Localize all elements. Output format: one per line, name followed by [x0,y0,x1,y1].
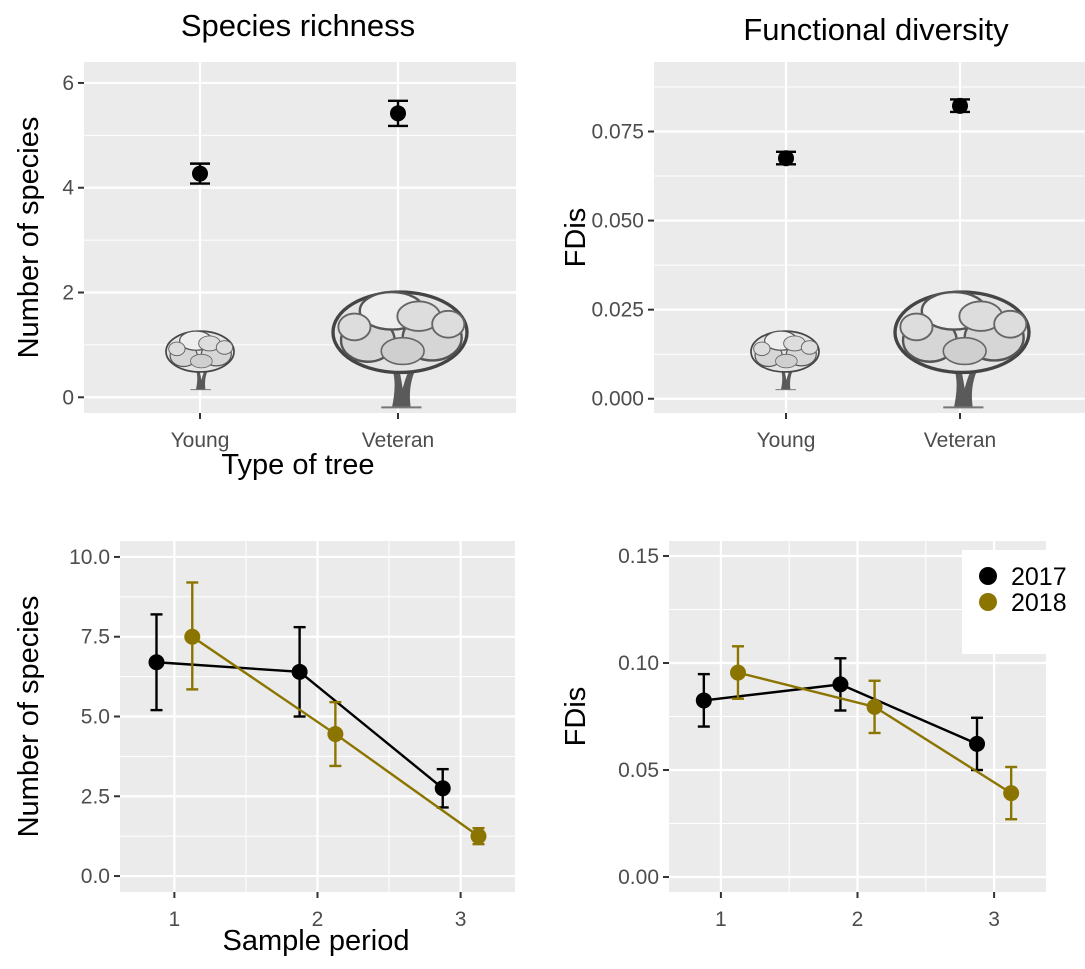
x-tick-label: 2 [312,908,324,931]
y-axis-title: FDis [560,687,592,747]
panel-background [654,62,1085,413]
x-tick-label: 2 [852,908,864,931]
series-mean [776,97,970,167]
species-richness-panel: 0 2 4 6 Young Veteran Species richness Type of … [13,8,516,481]
data-point [434,780,451,797]
y-tick-label: 0.05 [618,759,659,782]
y-tick-label: 2 [62,282,74,305]
x-tick-label: Young [171,429,230,452]
data-point [778,150,794,167]
y-tick-label: 6 [62,72,74,95]
y-tick-label: 0.15 [618,545,659,568]
x-tick-label: 1 [715,908,727,931]
panel-background [84,62,516,413]
y-axis-title: Number of species [13,596,45,838]
x-tick-label: Veteran [362,429,434,452]
x-tick-label: 3 [455,908,467,931]
functional-diversity-panel: 0.000 0.025 0.050 0.075 Young Veteran Function… [560,12,1085,452]
x-tick-label: Young [757,429,816,452]
series-2017 [695,657,986,772]
data-point [695,692,712,709]
series-2018 [729,645,1020,821]
panel-title: Functional diversity [743,12,1009,47]
y-tick-label: 0.025 [591,299,644,322]
data-point [184,628,201,645]
x-axis-title: Type of tree [221,449,374,481]
x-tick-label: 3 [988,908,1000,931]
y-tick-label: 0.0 [81,865,110,888]
y-tick-label: 0.00 [618,866,659,889]
series-mean [190,99,408,185]
y-axis-title: FDis [560,208,592,268]
y-tick-label: 2.5 [81,785,110,808]
data-point [390,105,406,122]
data-point [291,663,308,680]
y-tick-label: 0.000 [591,388,644,411]
data-point [470,828,487,845]
legend-key-2017 [979,567,997,585]
series-2017 [148,613,451,809]
data-point [729,664,746,681]
legend-key-2018 [979,593,997,611]
series-2018 [184,581,487,846]
x-axis-title: Sample period [223,925,410,957]
y-axis-title: Number of species [13,117,45,359]
data-point [1003,785,1020,802]
x-tick-label: 1 [169,908,181,931]
y-tick-label: 0.10 [618,652,659,675]
legend-label-2017: 2017 [1011,563,1067,591]
data-point [192,165,208,182]
y-tick-label: 10.0 [69,546,110,569]
y-tick-label: 0 [62,386,74,409]
panel-title: Species richness [181,8,415,43]
y-tick-label: 0.050 [591,210,644,233]
legend-label-2018: 2018 [1011,589,1067,617]
data-point [952,97,968,114]
y-tick-label: 5.0 [81,706,110,729]
y-tick-label: 4 [62,177,74,200]
data-point [969,735,986,752]
y-tick-label: 0.075 [591,120,644,143]
data-point [832,676,849,693]
y-tick-label: 7.5 [81,626,110,649]
data-point [148,654,165,671]
x-tick-label: Veteran [924,429,996,452]
data-point [327,726,344,743]
species-by-period-panel: 0.0 2.5 5.0 7.5 10.0 1 2 3 Sample period Number o… [13,541,515,957]
data-point [866,698,883,715]
